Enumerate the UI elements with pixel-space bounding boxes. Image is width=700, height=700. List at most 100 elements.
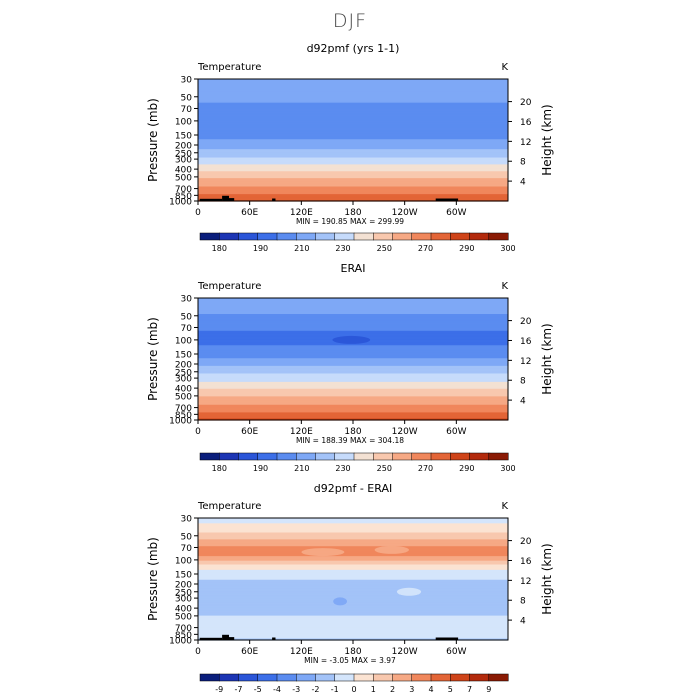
y-tick-label: 50 (181, 312, 193, 322)
contour-band (198, 333, 508, 336)
contour-band (198, 178, 508, 181)
contour-band (198, 587, 508, 589)
y-tick-label: 850 (175, 411, 192, 421)
colorbar-label: 4 (428, 685, 433, 694)
colorbar-swatch (353, 673, 374, 682)
colorbar-swatch (276, 452, 297, 461)
contour-band (198, 595, 508, 598)
contour-band (198, 148, 508, 150)
contour-band (198, 144, 508, 146)
contour-band (198, 397, 508, 400)
contour-band (198, 194, 508, 197)
contour-band (198, 125, 508, 127)
contour-band (198, 545, 508, 547)
contour-band (198, 585, 508, 587)
colorbar-swatch (392, 232, 413, 241)
colorbar-swatch (257, 232, 278, 241)
height-tick-label: 16 (520, 118, 532, 128)
contour-band (198, 554, 508, 556)
contour-band (198, 572, 508, 574)
contour-band (198, 95, 508, 97)
contour-band (198, 83, 508, 85)
contour-band (198, 560, 508, 563)
contour-band (198, 580, 508, 582)
y-tick-label: 500 (175, 173, 192, 183)
contour-band (198, 90, 508, 92)
contour-band (198, 315, 508, 317)
topography-block (229, 637, 235, 640)
y-tick-label: 1000 (169, 637, 192, 647)
y-tick-label: 400 (175, 385, 192, 395)
contour-band (198, 308, 508, 311)
y-tick-label: 850 (175, 631, 192, 641)
contour-band (198, 146, 508, 149)
contour-band (198, 518, 508, 520)
y-axis-label: Pressure (mb) (146, 98, 160, 182)
contour-band (198, 407, 508, 409)
contour-band (198, 393, 508, 395)
contour-band (198, 301, 508, 303)
min-max-stats: MIN = -3.05 MAX = 3.97 (304, 656, 396, 665)
contour-band (198, 578, 508, 580)
contour-band (198, 166, 508, 169)
colorbar-swatch (199, 452, 220, 461)
contour-band (198, 136, 508, 138)
contour-band (198, 302, 508, 304)
contour-band (198, 530, 508, 533)
contour-anomaly (332, 335, 371, 344)
contour-band (198, 117, 508, 119)
colorbar-label: 230 (335, 464, 350, 473)
contour-band (198, 149, 508, 152)
contour-band (198, 156, 508, 158)
contour-band (198, 334, 508, 336)
contour-band (198, 620, 508, 622)
contour-band (198, 127, 508, 130)
contour-band (198, 175, 508, 178)
variable-label: Temperature (197, 281, 261, 292)
contour-band (198, 414, 508, 417)
contour-band (198, 403, 508, 406)
contour-band (198, 371, 508, 374)
contour-band (198, 614, 508, 616)
contour-band (198, 181, 508, 183)
contour-band (198, 387, 508, 389)
colorbar-label: 1 (371, 685, 376, 694)
contour-band (198, 392, 508, 394)
contour-band (198, 579, 508, 581)
contour-band (198, 313, 508, 315)
units-label: K (501, 281, 508, 292)
colorbar-swatch (488, 452, 509, 461)
contour-band (198, 546, 508, 549)
colorbar-swatch (219, 452, 240, 461)
contour-band (198, 378, 508, 381)
contour-band (198, 133, 508, 135)
colorbar-swatch (276, 673, 297, 682)
contour-band (198, 94, 508, 96)
contour-band (198, 102, 508, 104)
contour-band (198, 549, 508, 551)
contour-band (198, 394, 508, 397)
contour-band (198, 581, 508, 583)
contour-band (198, 621, 508, 624)
contour-band (198, 551, 508, 553)
colorbar-label: 290 (459, 244, 474, 253)
contour-band (198, 595, 508, 597)
panel-title: ERAI (341, 262, 366, 275)
contour-band (198, 522, 508, 524)
colorbar-swatch (373, 452, 394, 461)
contour-band (198, 304, 508, 306)
colorbar-label: -4 (273, 685, 281, 694)
panel-title: d92pmf - ERAI (314, 482, 392, 495)
contour-band (198, 347, 508, 349)
contour-band (198, 114, 508, 116)
y-tick-label: 100 (175, 336, 192, 346)
contour-band (198, 629, 508, 631)
contour-band (198, 352, 508, 354)
height-tick-label: 8 (520, 158, 526, 168)
colorbar-label: -7 (235, 685, 243, 694)
colorbar-label: 180 (212, 244, 227, 253)
contour-band (198, 575, 508, 577)
contour-band (198, 599, 508, 601)
contour-band (198, 198, 508, 201)
